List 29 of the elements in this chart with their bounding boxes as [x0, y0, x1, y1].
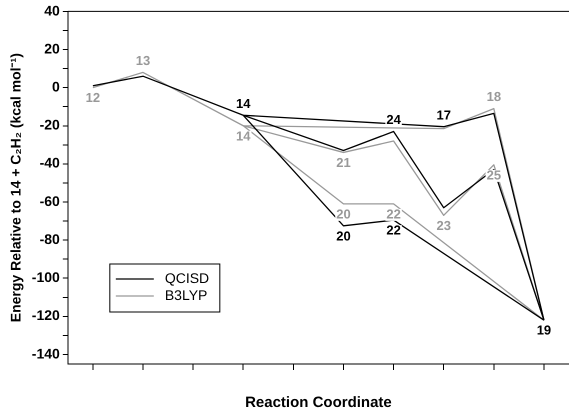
- annotation: 13: [136, 52, 150, 68]
- y-axis-title: Energy Relative to 14 + C₂H₂ (kcal mol⁻¹): [7, 53, 24, 322]
- annotation: 14: [236, 128, 252, 144]
- annotation: 14: [236, 96, 252, 111]
- annotation: 20: [336, 206, 351, 222]
- annotation: 18: [486, 89, 502, 104]
- legend-label: QCISD: [164, 270, 210, 286]
- x-axis-title: Reaction Coordinate: [245, 394, 392, 412]
- annotation: 22: [386, 206, 401, 222]
- y-tick-label: -20: [40, 116, 60, 133]
- y-tick-label: 40: [44, 2, 60, 18]
- annotation: 12: [86, 90, 100, 106]
- y-tick-label: -100: [32, 269, 60, 286]
- y-tick-label: -40: [40, 154, 60, 171]
- annotation: 24: [386, 112, 402, 128]
- y-tick-label: -140: [32, 345, 60, 362]
- annotation: 20: [336, 228, 351, 244]
- y-tick-label: -120: [32, 307, 60, 324]
- annotation: 17: [436, 107, 451, 122]
- annotation: 21: [336, 155, 351, 170]
- y-tick-label: 0: [52, 78, 60, 94]
- y-tick-label: -60: [40, 192, 60, 209]
- annotation: 22: [386, 222, 401, 238]
- annotation: 19: [536, 322, 552, 338]
- annotation: 25: [486, 167, 502, 182]
- y-tick-label: 20: [44, 40, 60, 56]
- y-tick-label: -80: [40, 230, 60, 247]
- annotation: 23: [436, 218, 451, 233]
- legend-label: B3LYP: [164, 286, 208, 303]
